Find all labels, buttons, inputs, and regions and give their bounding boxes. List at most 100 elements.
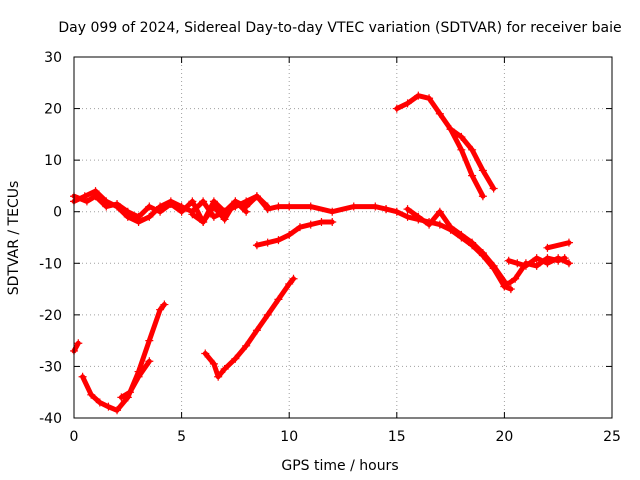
data-point <box>113 406 122 415</box>
data-point <box>478 166 487 175</box>
data-point <box>500 282 509 291</box>
data-point <box>425 220 434 229</box>
data-point <box>199 218 208 227</box>
data-point <box>252 326 261 335</box>
data-point <box>543 259 552 268</box>
data-point <box>489 184 498 193</box>
data-point <box>382 205 391 214</box>
series-arc-12 <box>403 205 509 286</box>
data-point <box>74 339 83 348</box>
data-point <box>285 279 294 288</box>
data-point <box>156 305 165 314</box>
data-point <box>446 125 455 134</box>
data-point <box>145 202 154 211</box>
data-point <box>543 243 552 252</box>
data-point <box>328 218 337 227</box>
data-point <box>145 357 154 366</box>
y-tick-label: 0 <box>53 205 62 221</box>
data-point <box>87 390 96 399</box>
series-trace <box>405 206 507 284</box>
series-arc-5 <box>70 187 272 227</box>
data-point <box>403 99 412 108</box>
data-point <box>274 236 283 245</box>
data-point <box>123 212 132 221</box>
plot-frame <box>73 56 613 419</box>
data-point <box>117 393 126 402</box>
data-point <box>166 197 175 206</box>
data-point <box>468 145 477 154</box>
series-arc-9 <box>392 91 487 201</box>
x-tick-label: 10 <box>280 429 298 445</box>
series-arc-7 <box>252 218 337 250</box>
data-point <box>289 274 298 283</box>
data-point <box>468 171 477 180</box>
data-point <box>457 132 466 141</box>
data-point <box>199 197 208 206</box>
data-point <box>403 205 412 214</box>
y-tick-label: -30 <box>39 359 62 375</box>
data-point <box>160 300 169 309</box>
data-point <box>177 202 186 211</box>
data-point <box>252 241 261 250</box>
data-point <box>468 238 477 247</box>
data-point <box>95 398 104 407</box>
data-point <box>392 207 401 216</box>
data-point <box>80 192 89 201</box>
y-tick-label: 20 <box>44 102 62 118</box>
data-point <box>521 261 530 270</box>
data-point <box>104 402 113 411</box>
x-tick-label: 20 <box>495 429 513 445</box>
data-point <box>285 230 294 239</box>
data-point <box>134 372 143 381</box>
data-point <box>145 212 154 221</box>
data-point <box>371 202 380 211</box>
data-point <box>532 261 541 270</box>
series-trace <box>71 340 81 354</box>
series-arc-15 <box>543 238 573 252</box>
x-tick-label: 25 <box>603 429 621 445</box>
y-tick-label: -10 <box>39 256 62 272</box>
y-axis-label: SDTVAR / TECUs <box>6 181 22 296</box>
series-arc-6 <box>188 197 251 227</box>
series-trace <box>544 240 572 251</box>
data-point <box>317 218 326 227</box>
data-point <box>220 365 229 374</box>
data-point <box>435 220 444 229</box>
data-point <box>478 192 487 201</box>
data-point <box>513 259 522 268</box>
data-point <box>489 261 498 270</box>
data-point <box>425 94 434 103</box>
data-point <box>403 212 412 221</box>
data-point <box>564 259 573 268</box>
data-point <box>214 372 223 381</box>
data-point <box>532 254 541 263</box>
data-point <box>134 218 143 227</box>
data-point <box>263 238 272 247</box>
data-point <box>457 145 466 154</box>
series-trace <box>118 358 152 400</box>
data-point <box>274 202 283 211</box>
data-point <box>414 212 423 221</box>
data-point <box>457 230 466 239</box>
y-tick-label: 10 <box>44 153 62 169</box>
x-tick-label: 15 <box>388 429 406 445</box>
series-arc-14 <box>504 254 573 270</box>
data-point <box>242 341 251 350</box>
data-point <box>554 254 563 263</box>
data-point <box>506 285 515 294</box>
tick-labels: 0 5 10 15 20 25 -40 -30 -20 -10 0 10 20 30 <box>39 50 621 445</box>
data-point <box>242 207 251 216</box>
data-point <box>274 295 283 304</box>
data-point <box>349 202 358 211</box>
data-point <box>242 197 251 206</box>
data-point <box>263 310 272 319</box>
series-arc-3 <box>117 357 154 402</box>
data-point <box>511 274 520 283</box>
series-arc-11 <box>382 205 515 294</box>
data-point <box>220 215 229 224</box>
data-point <box>328 207 337 216</box>
data-point <box>504 256 513 265</box>
grid <box>74 57 612 418</box>
data-point <box>564 238 573 247</box>
data-point <box>231 354 240 363</box>
